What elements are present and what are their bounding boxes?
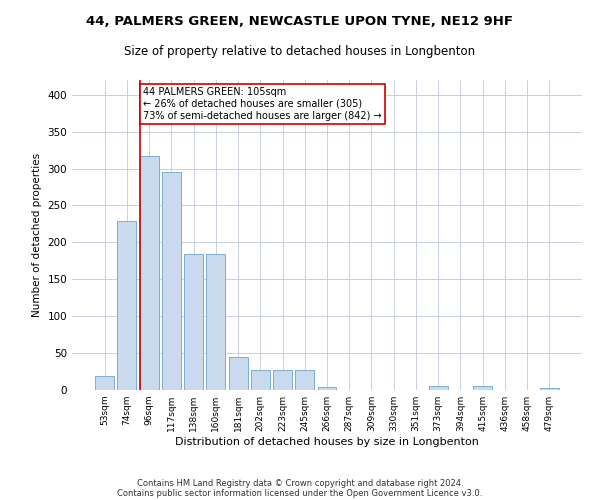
Bar	[540, 388, 559, 390]
Bar	[273, 370, 292, 390]
Bar	[473, 386, 492, 390]
Bar	[229, 357, 248, 390]
Bar	[429, 386, 448, 390]
Text: Contains public sector information licensed under the Open Government Licence v3: Contains public sector information licen…	[118, 488, 482, 498]
Bar	[295, 370, 314, 390]
Bar	[206, 254, 225, 390]
X-axis label: Distribution of detached houses by size in Longbenton: Distribution of detached houses by size …	[175, 437, 479, 447]
Text: Size of property relative to detached houses in Longbenton: Size of property relative to detached ho…	[124, 45, 476, 58]
Text: 44 PALMERS GREEN: 105sqm
← 26% of detached houses are smaller (305)
73% of semi-: 44 PALMERS GREEN: 105sqm ← 26% of detach…	[143, 88, 382, 120]
Text: 44, PALMERS GREEN, NEWCASTLE UPON TYNE, NE12 9HF: 44, PALMERS GREEN, NEWCASTLE UPON TYNE, …	[86, 15, 514, 28]
Bar	[95, 376, 114, 390]
Bar	[118, 221, 136, 390]
Bar	[162, 172, 181, 390]
Bar	[140, 156, 158, 390]
Y-axis label: Number of detached properties: Number of detached properties	[32, 153, 42, 317]
Text: Contains HM Land Registry data © Crown copyright and database right 2024.: Contains HM Land Registry data © Crown c…	[137, 478, 463, 488]
Bar	[251, 370, 270, 390]
Bar	[184, 254, 203, 390]
Bar	[317, 387, 337, 390]
